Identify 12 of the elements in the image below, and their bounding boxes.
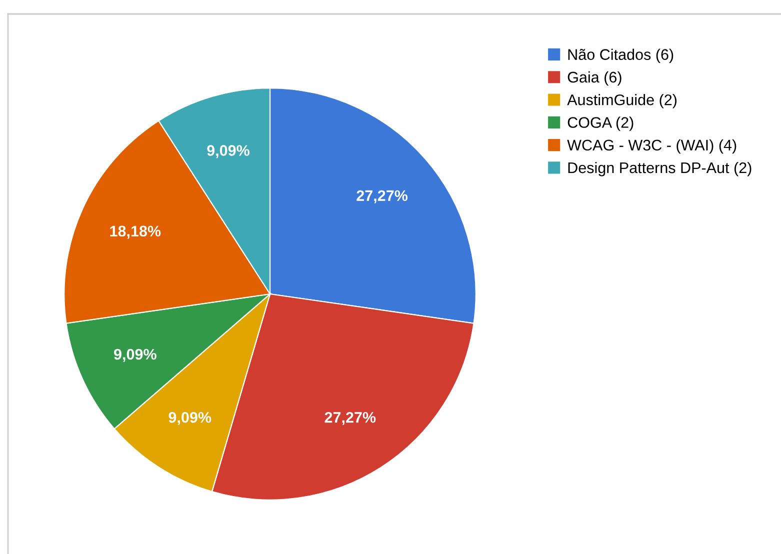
data-label: 18,18% bbox=[110, 226, 161, 239]
data-label: 27,27% bbox=[356, 190, 408, 204]
legend-label: Não Citados (6) bbox=[568, 48, 674, 63]
legend-label: Design Patterns DP-Aut (2) bbox=[568, 162, 752, 176]
legend-label: Gaia (6) bbox=[568, 71, 622, 86]
data-label: 9,09% bbox=[207, 145, 250, 158]
data-label: 27,27% bbox=[324, 412, 376, 426]
legend-label: COGA (2) bbox=[568, 116, 634, 131]
legend-label: AustimGuide (2) bbox=[567, 94, 677, 108]
data-label: 9,09% bbox=[168, 412, 212, 426]
legend-label: WCAG - W3C - (WAI) (4) bbox=[567, 139, 736, 154]
data-label: 9,09% bbox=[114, 348, 156, 362]
